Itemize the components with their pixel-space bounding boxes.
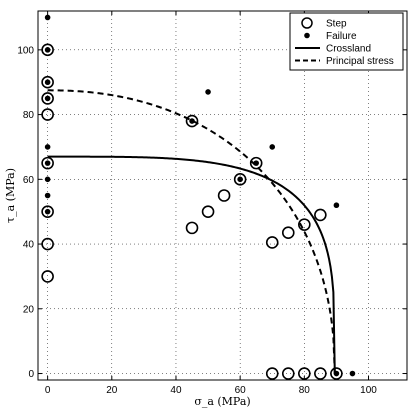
failure-point <box>333 370 340 377</box>
step-point <box>249 156 263 170</box>
step-point <box>281 367 295 380</box>
step-point <box>41 237 54 251</box>
data-markers <box>41 14 356 380</box>
legend-label: Step <box>326 19 347 30</box>
failure-point <box>205 89 211 95</box>
failure-point <box>44 95 51 102</box>
series-line-principal-stress <box>47 89 336 374</box>
legend-label: Principal stress <box>326 56 394 67</box>
legend-box <box>289 12 404 71</box>
failure-point <box>44 47 51 53</box>
step-point <box>185 221 199 235</box>
step-point <box>281 226 295 240</box>
failure-point <box>189 118 195 124</box>
y-axis-label: τ_a (MPa) <box>4 168 17 223</box>
step-point <box>185 114 199 128</box>
x-tick-label: 60 <box>235 385 247 396</box>
failure-point <box>269 144 276 150</box>
failure-point <box>44 144 51 150</box>
y-tick-label: 40 <box>23 240 35 251</box>
legend-label: Crossland <box>326 44 371 55</box>
step-point <box>41 75 54 89</box>
failure-point <box>44 14 51 21</box>
failure-point <box>237 176 243 183</box>
step-point <box>41 270 54 283</box>
step-point <box>233 173 247 186</box>
plot-frame <box>37 10 408 381</box>
x-tick-label: 20 <box>106 385 118 396</box>
series-line-crossland <box>47 155 336 374</box>
failure-point <box>44 79 51 86</box>
failure-point <box>44 208 51 215</box>
grid-lines <box>38 11 407 380</box>
step-point <box>265 367 279 380</box>
legend-label: Failure <box>326 31 357 42</box>
step-point <box>41 205 54 218</box>
step-point <box>201 205 215 218</box>
step-point <box>41 156 54 170</box>
step-point <box>314 367 327 380</box>
failure-point <box>349 370 356 377</box>
y-tick-label: 100 <box>17 45 34 56</box>
step-point <box>298 218 311 231</box>
x-tick-label: 80 <box>299 385 311 396</box>
failure-point <box>333 202 340 209</box>
failure-point <box>44 176 51 183</box>
failure-point <box>253 160 259 166</box>
step-point <box>314 208 327 222</box>
step-point <box>265 236 279 249</box>
step-point <box>330 367 343 380</box>
y-tick-label: 80 <box>23 110 35 121</box>
legend-marker-failure <box>304 32 310 39</box>
step-point <box>41 43 54 57</box>
x-axis-label: σ_a (MPa) <box>194 395 250 408</box>
curves <box>47 89 336 374</box>
x-tick-label: 0 <box>45 385 51 396</box>
x-tick-label: 100 <box>360 385 377 396</box>
x-tick-label: 40 <box>170 385 182 396</box>
step-point <box>217 189 231 202</box>
y-tick-label: 20 <box>23 304 35 315</box>
y-tick-label: 0 <box>28 369 34 380</box>
step-point <box>41 92 54 105</box>
step-point <box>41 108 54 121</box>
failure-point <box>44 192 51 199</box>
y-tick-label: 60 <box>23 175 35 186</box>
axis-ticks: 0 20 40 60 80 100 0 20 40 60 80 100 <box>17 11 407 396</box>
failure-point <box>44 160 51 166</box>
legend-marker-step <box>301 17 313 29</box>
